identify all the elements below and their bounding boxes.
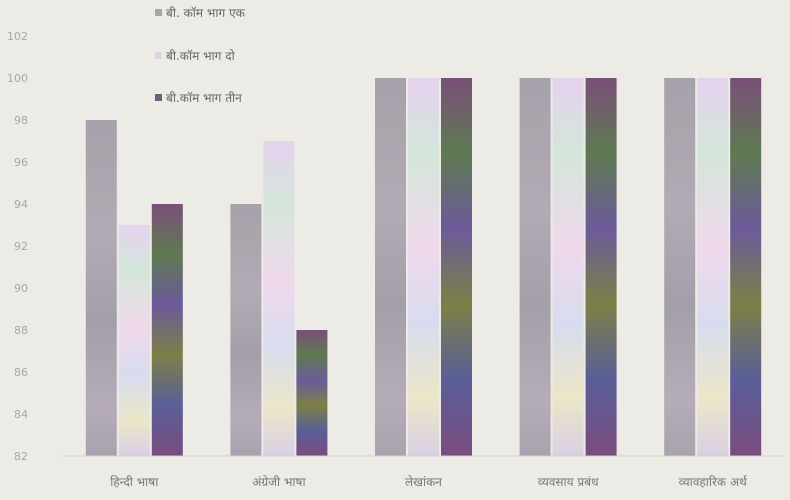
bar <box>230 204 262 456</box>
y-tick-label: 100 <box>7 72 28 85</box>
y-tick-label: 92 <box>14 240 28 253</box>
y-tick-label: 88 <box>14 324 28 337</box>
bar <box>585 78 617 456</box>
bar <box>697 78 729 456</box>
y-tick-label: 98 <box>14 114 28 127</box>
category-label: व्यावहारिक अर्थ <box>679 475 748 489</box>
y-tick-label: 84 <box>14 408 28 421</box>
category-label: व्यवसाय प्रबंध <box>538 475 599 489</box>
bars <box>62 78 785 457</box>
y-tick-label: 94 <box>14 198 28 211</box>
x-axis-labels: हिन्दी भाषा अंग्रेजी भाषा लेखांकन व्यवसाय प… <box>110 475 748 489</box>
legend-swatch <box>155 52 162 59</box>
bar <box>85 120 117 456</box>
legend-label: बी.कॉम भाग तीन <box>166 91 242 105</box>
y-axis-ticks: 82 84 86 88 90 92 94 96 98 100 102 <box>7 30 28 463</box>
bar <box>408 78 439 456</box>
bar <box>375 78 406 456</box>
category-label: अंग्रेजी भाषा <box>252 475 306 489</box>
legend: बी. कॉम भाग एक बी.कॉम भाग दो बी.कॉम भाग ती… <box>155 6 246 105</box>
bar <box>664 78 696 456</box>
bar <box>552 78 584 456</box>
legend-label: बी.कॉम भाग दो <box>166 49 236 63</box>
bar <box>296 330 328 456</box>
y-tick-label: 90 <box>14 282 28 295</box>
bar <box>263 141 295 456</box>
legend-label: बी. कॉम भाग एक <box>166 6 246 20</box>
bar <box>151 204 183 456</box>
category-label: हिन्दी भाषा <box>110 475 159 489</box>
legend-swatch <box>155 94 162 101</box>
bar <box>441 78 472 456</box>
y-tick-label: 96 <box>14 156 28 169</box>
bar <box>118 225 150 456</box>
category-label: लेखांकन <box>405 475 442 489</box>
bar <box>519 78 551 456</box>
bar <box>730 78 762 456</box>
y-tick-label: 102 <box>7 30 28 43</box>
legend-swatch <box>155 9 162 16</box>
y-tick-label: 86 <box>14 366 28 379</box>
y-tick-label: 82 <box>14 450 28 463</box>
